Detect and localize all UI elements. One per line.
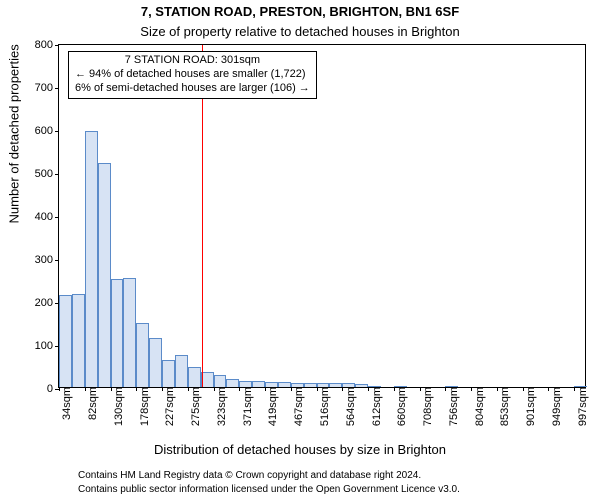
x-tick-label: 997sqm [573,387,589,426]
histogram-bar [136,323,149,387]
y-tick-label: 600 [35,125,59,137]
annotation-line: ← 94% of detached houses are smaller (1,… [75,68,310,82]
histogram-bar [59,295,72,387]
x-tick-label: 467sqm [289,387,305,426]
y-tick-label: 100 [35,340,59,352]
x-tick-label: 130sqm [109,387,125,426]
y-tick-label: 800 [35,39,59,51]
credit-line-1: Contains HM Land Registry data © Crown c… [78,470,421,481]
plot-area: 7 STATION ROAD: 301sqm← 94% of detached … [58,44,586,388]
histogram-bar [85,131,98,387]
chart-title-main: 7, STATION ROAD, PRESTON, BRIGHTON, BN1 … [0,4,600,19]
x-tick-label: 612sqm [367,387,383,426]
y-tick-label: 200 [35,297,59,309]
histogram-bar [123,278,136,387]
x-tick-label: 564sqm [341,387,357,426]
y-axis-label: Number of detached properties [7,204,22,224]
histogram-bar [98,163,111,387]
x-tick-label: 227sqm [160,387,176,426]
y-tick-label: 400 [35,211,59,223]
y-tick-label: 500 [35,168,59,180]
x-tick-label: 323sqm [212,387,228,426]
y-tick-label: 300 [35,254,59,266]
histogram-bar [72,294,85,387]
chart-title-sub: Size of property relative to detached ho… [0,24,600,39]
histogram-bar [149,338,162,387]
x-axis-label: Distribution of detached houses by size … [0,442,600,457]
x-tick-label: 178sqm [135,387,151,426]
x-tick-label: 516sqm [315,387,331,426]
x-tick-label: 660sqm [392,387,408,426]
annotation-line: 6% of semi-detached houses are larger (1… [75,82,310,96]
x-tick-label: 708sqm [418,387,434,426]
x-tick-label: 82sqm [83,387,99,420]
x-tick-label: 275sqm [186,387,202,426]
histogram-bar [214,375,227,387]
y-tick-label: 700 [35,82,59,94]
histogram-bar [111,279,124,387]
x-tick-label: 804sqm [470,387,486,426]
annotation-box: 7 STATION ROAD: 301sqm← 94% of detached … [68,51,317,99]
credit-line-2: Contains public sector information licen… [78,484,460,495]
x-tick-label: 853sqm [495,387,511,426]
x-tick-label: 756sqm [444,387,460,426]
x-tick-label: 371sqm [238,387,254,426]
x-tick-label: 34sqm [57,387,73,420]
x-tick-label: 949sqm [547,387,563,426]
histogram-bar [175,355,188,387]
histogram-bar [188,367,201,387]
histogram-bar [226,379,239,387]
x-tick-label: 901sqm [521,387,537,426]
x-tick-label: 419sqm [263,387,279,426]
annotation-line: 7 STATION ROAD: 301sqm [75,54,310,68]
histogram-bar [162,360,175,387]
chart-figure: 7, STATION ROAD, PRESTON, BRIGHTON, BN1 … [0,0,600,500]
